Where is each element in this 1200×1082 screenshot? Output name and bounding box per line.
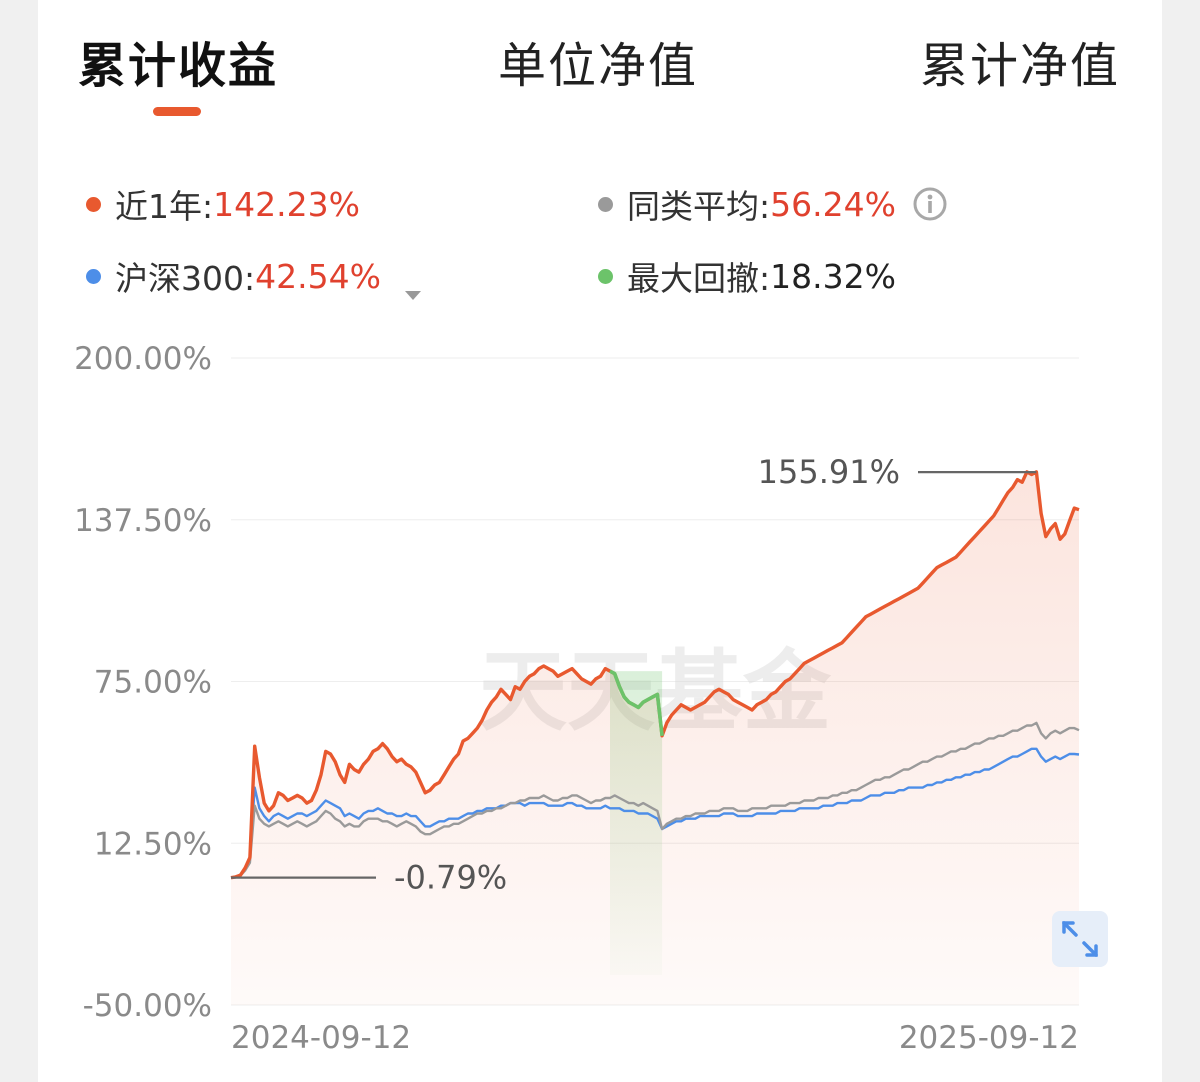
tab-unit-nav[interactable]: 单位净值: [498, 38, 699, 94]
legend-dot-index: [86, 268, 101, 284]
y-tick-label: 75.00%: [94, 665, 212, 701]
legend-peer-value: 56.24%: [770, 184, 896, 224]
active-tab-indicator: [153, 107, 201, 116]
y-tick-label: -50.00%: [83, 988, 212, 1024]
legend-index-label: 沪深300:: [115, 259, 256, 298]
x-tick-label: 2024-09-12: [231, 1020, 411, 1056]
legend-peer-label: 同类平均:: [627, 187, 771, 226]
cumulative-return-chart: 200.00% 137.50% 75.00% 12.50% -50.00% 2024-09…: [74, 341, 1080, 1056]
legend-peer-average: 同类平均: 56.24%: [598, 180, 948, 228]
min-annotation-label: -0.79%: [394, 859, 507, 897]
tab-cumulative-nav[interactable]: 累计净值: [920, 38, 1121, 94]
expand-button[interactable]: [1052, 911, 1108, 967]
legend-drawdown-label: 最大回撤:: [627, 259, 771, 298]
legend-fund-value: 142.23%: [213, 184, 360, 224]
fund-area: [231, 471, 1079, 1005]
expand-icon: [1062, 921, 1098, 957]
index-line: [230, 747, 1080, 879]
legend-index[interactable]: 沪深300: 42.54%: [86, 252, 423, 300]
max-annotation-label: 155.91%: [758, 453, 900, 491]
y-tick-label: 200.00%: [74, 341, 212, 377]
y-tick-label: 12.50%: [94, 826, 212, 862]
legend-index-value: 42.54%: [255, 256, 381, 296]
legend-max-drawdown: 最大回撤: 18.32%: [598, 252, 896, 300]
tab-bar: 累计收益 单位净值 累计净值: [38, 0, 1162, 130]
legend-fund-label: 近1年:: [115, 187, 214, 226]
legend-dot-drawdown: [598, 268, 613, 284]
caret-down-icon[interactable]: [403, 270, 423, 300]
drawdown-segment: [609, 669, 664, 737]
tab-cumulative-return[interactable]: 累计收益: [78, 38, 279, 94]
x-tick-label: 2025-09-12: [899, 1020, 1079, 1056]
legend-fund: 近1年: 142.23%: [86, 180, 360, 228]
info-icon[interactable]: [912, 186, 948, 222]
legend-dot-fund: [86, 196, 101, 212]
fund-chart-card: 累计收益 单位净值 累计净值 近1年: 142.23% 同类平均: 56.24%…: [38, 0, 1162, 1082]
legend-dot-peer: [598, 196, 613, 212]
y-tick-label: 137.50%: [74, 503, 212, 539]
legend-drawdown-value: 18.32%: [770, 256, 896, 296]
peer-average-line: [230, 721, 1080, 879]
